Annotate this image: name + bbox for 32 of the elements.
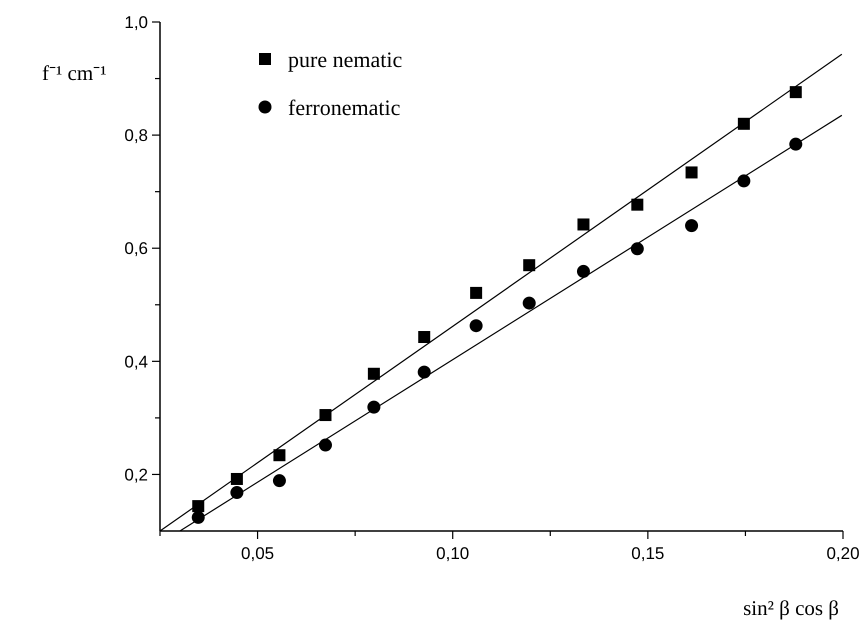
point xyxy=(631,198,644,211)
y-tick-label: 0,2 xyxy=(124,465,148,484)
point xyxy=(273,449,286,462)
point xyxy=(523,259,536,272)
y-tick-label: 0,4 xyxy=(124,352,148,372)
x-tick-label: 0,10 xyxy=(436,544,470,563)
y-tick-label: 0,8 xyxy=(124,126,148,146)
point xyxy=(576,264,590,278)
point xyxy=(470,286,482,299)
point xyxy=(418,366,431,379)
point xyxy=(737,174,750,188)
point xyxy=(630,242,644,256)
y-tick-label: 1,0 xyxy=(124,13,148,32)
point xyxy=(685,219,698,232)
x-tick-label: 0,20 xyxy=(826,544,860,563)
point xyxy=(272,474,286,488)
legend-label: pure nematic xyxy=(288,47,402,72)
x-tick-label: 0,05 xyxy=(241,544,274,563)
point xyxy=(470,319,483,332)
x-tick-label: 0,15 xyxy=(631,544,664,563)
point xyxy=(418,331,430,344)
legend-label: ferronematic xyxy=(288,95,401,120)
point xyxy=(522,296,536,310)
point xyxy=(577,218,590,230)
point xyxy=(368,368,380,380)
point xyxy=(686,166,698,178)
point xyxy=(367,400,380,414)
y-tick-label: 0,6 xyxy=(124,239,148,258)
y-axis-title: f⁻¹ cm⁻¹ xyxy=(42,61,106,85)
point xyxy=(318,438,332,452)
x-axis-title: sin² β cos β xyxy=(743,596,839,620)
point xyxy=(790,86,802,98)
